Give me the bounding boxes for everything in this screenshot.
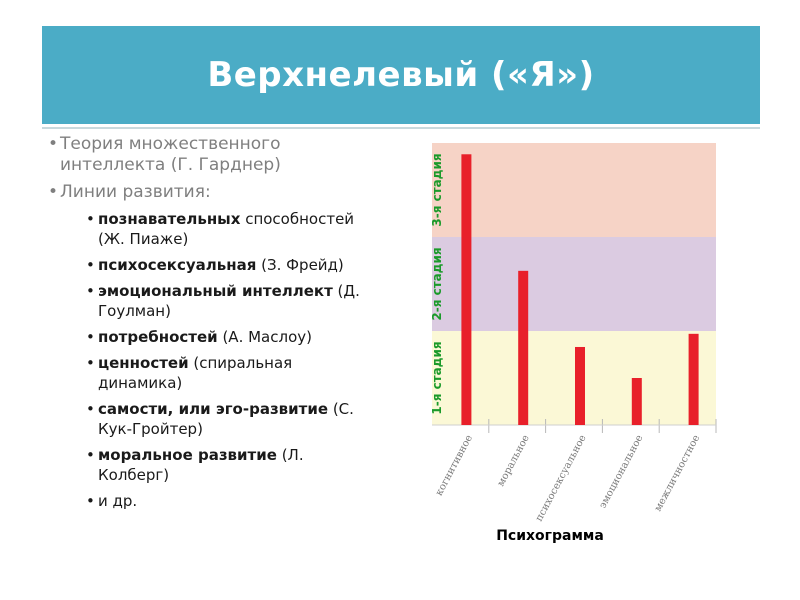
item-bold: ценностей <box>98 354 189 372</box>
bullet-dot-icon: • <box>48 182 59 202</box>
bullet-dot-icon: • <box>86 256 95 274</box>
item-rest: и др. <box>98 492 138 510</box>
category-label: психосексуальное <box>534 433 589 523</box>
slide-title: Верхнелевый («Я») <box>207 55 595 95</box>
stage-band-3 <box>432 143 716 237</box>
bar-моральное <box>518 270 529 425</box>
title-band: Верхнелевый («Я») <box>42 26 760 124</box>
stage-band-1 <box>432 331 716 425</box>
item-bold: познавательных <box>98 210 241 228</box>
item-bold: психосексуальная <box>98 256 257 274</box>
bullet-dot-icon: • <box>86 282 95 300</box>
item-bold: моральное развитие <box>98 446 277 464</box>
list-item: • самости, или эго-развитие (С. Кук-Гройт… <box>86 399 378 439</box>
stage-band-2 <box>432 237 716 331</box>
bullet-text: Линии развития: <box>60 182 211 202</box>
list-item: • познавательных способностей (Ж. Пиаже) <box>86 209 378 249</box>
list-item: • эмоциональный интеллект (Д. Гоулман) <box>86 281 378 321</box>
list-item: • психосексуальная (З. Фрейд) <box>86 255 378 275</box>
category-label: эмоциональное <box>597 433 645 510</box>
bar-когнитивное <box>461 154 472 425</box>
sub-list: • познавательных способностей (Ж. Пиаже) … <box>86 209 378 511</box>
stage-label-3: 3-я стадия <box>430 153 444 226</box>
list-item: • потребностей (А. Маслоу) <box>86 327 378 347</box>
bullet-dot-icon: • <box>86 328 95 346</box>
bullet-dot-icon: • <box>86 210 95 228</box>
bullet-dot-icon: • <box>86 446 95 464</box>
item-rest: (С. Кук-Гройтер) <box>98 400 354 438</box>
item-rest: способностей (Ж. Пиаже) <box>98 210 355 248</box>
bar-межличностное <box>688 333 699 425</box>
bullet-dot-icon: • <box>86 492 95 510</box>
category-label: когнитивное <box>434 433 475 498</box>
bar-эмоциональное <box>631 378 642 425</box>
psychogram-chart: 1-я стадия 2-я стадия 3-я стадия когнитивно… <box>430 143 717 523</box>
item-rest: (А. Маслоу) <box>217 328 312 346</box>
item-bold: самости, или эго-развитие <box>98 400 329 418</box>
bullet-text: Теория множественного интеллекта (Г. Гар… <box>60 134 281 175</box>
item-rest: (Л. Колберг) <box>98 446 304 484</box>
item-bold: эмоциональный интеллект <box>98 282 333 300</box>
item-rest: (Д. Гоулман) <box>98 282 360 320</box>
bullet-dot-icon: • <box>86 400 95 418</box>
slide-content: • Теория множественного интеллекта (Г. Г… <box>48 134 378 517</box>
item-rest: (З. Фрейд) <box>256 256 344 274</box>
category-label: межличностное <box>653 433 703 513</box>
list-item: • моральное развитие (Л. Колберг) <box>86 445 378 485</box>
item-rest: (спиральная динамика) <box>98 354 293 392</box>
bullet-lines: • Линии развития: <box>48 182 378 203</box>
list-item: • ценностей (спиральная динамика) <box>86 353 378 393</box>
bullet-theory: • Теория множественного интеллекта (Г. Г… <box>48 134 378 176</box>
title-divider <box>42 127 760 129</box>
item-bold: потребностей <box>98 328 218 346</box>
list-item: • и др. <box>86 491 378 511</box>
bar-психосексуальное <box>575 346 585 425</box>
stage-label-1: 1-я стадия <box>430 341 444 414</box>
bullet-dot-icon: • <box>86 354 95 372</box>
category-label: моральное <box>496 433 532 488</box>
stage-label-2: 2-я стадия <box>430 247 444 320</box>
bullet-dot-icon: • <box>48 134 59 154</box>
chart-caption: Психограмма <box>496 528 604 544</box>
